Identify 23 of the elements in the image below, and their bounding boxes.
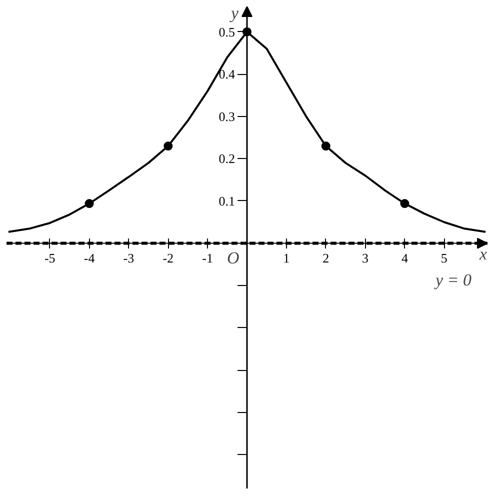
y-tick-label: 0.3 (218, 108, 235, 124)
point (321, 142, 330, 151)
point (400, 199, 410, 208)
x-tick-label: -1 (202, 250, 214, 266)
x-tick-label: -5 (44, 250, 56, 266)
x-tick-label: -4 (84, 250, 96, 266)
x-tick-label: 4 (401, 250, 408, 266)
y-axis-title: y (229, 4, 239, 22)
x-tick-label: -3 (123, 250, 134, 266)
y-tick-label: 0.1 (218, 193, 235, 208)
point (164, 142, 173, 151)
x-tick-label: 3 (362, 250, 369, 266)
y-tick-label: 0.5 (218, 24, 235, 40)
x-tick-label: 5 (440, 250, 448, 266)
ref-line-label: y = 0 (434, 270, 472, 290)
x-tick-label: -2 (162, 250, 174, 266)
annotation: O (227, 248, 240, 268)
x-tick-label: 1 (283, 250, 290, 266)
y-tick-label: 0.4 (218, 66, 236, 82)
point (84, 199, 94, 208)
y-tick-label: 0.2 (218, 151, 235, 166)
x-axis-title: x (478, 244, 488, 264)
x-tick-label: 2 (322, 250, 330, 266)
